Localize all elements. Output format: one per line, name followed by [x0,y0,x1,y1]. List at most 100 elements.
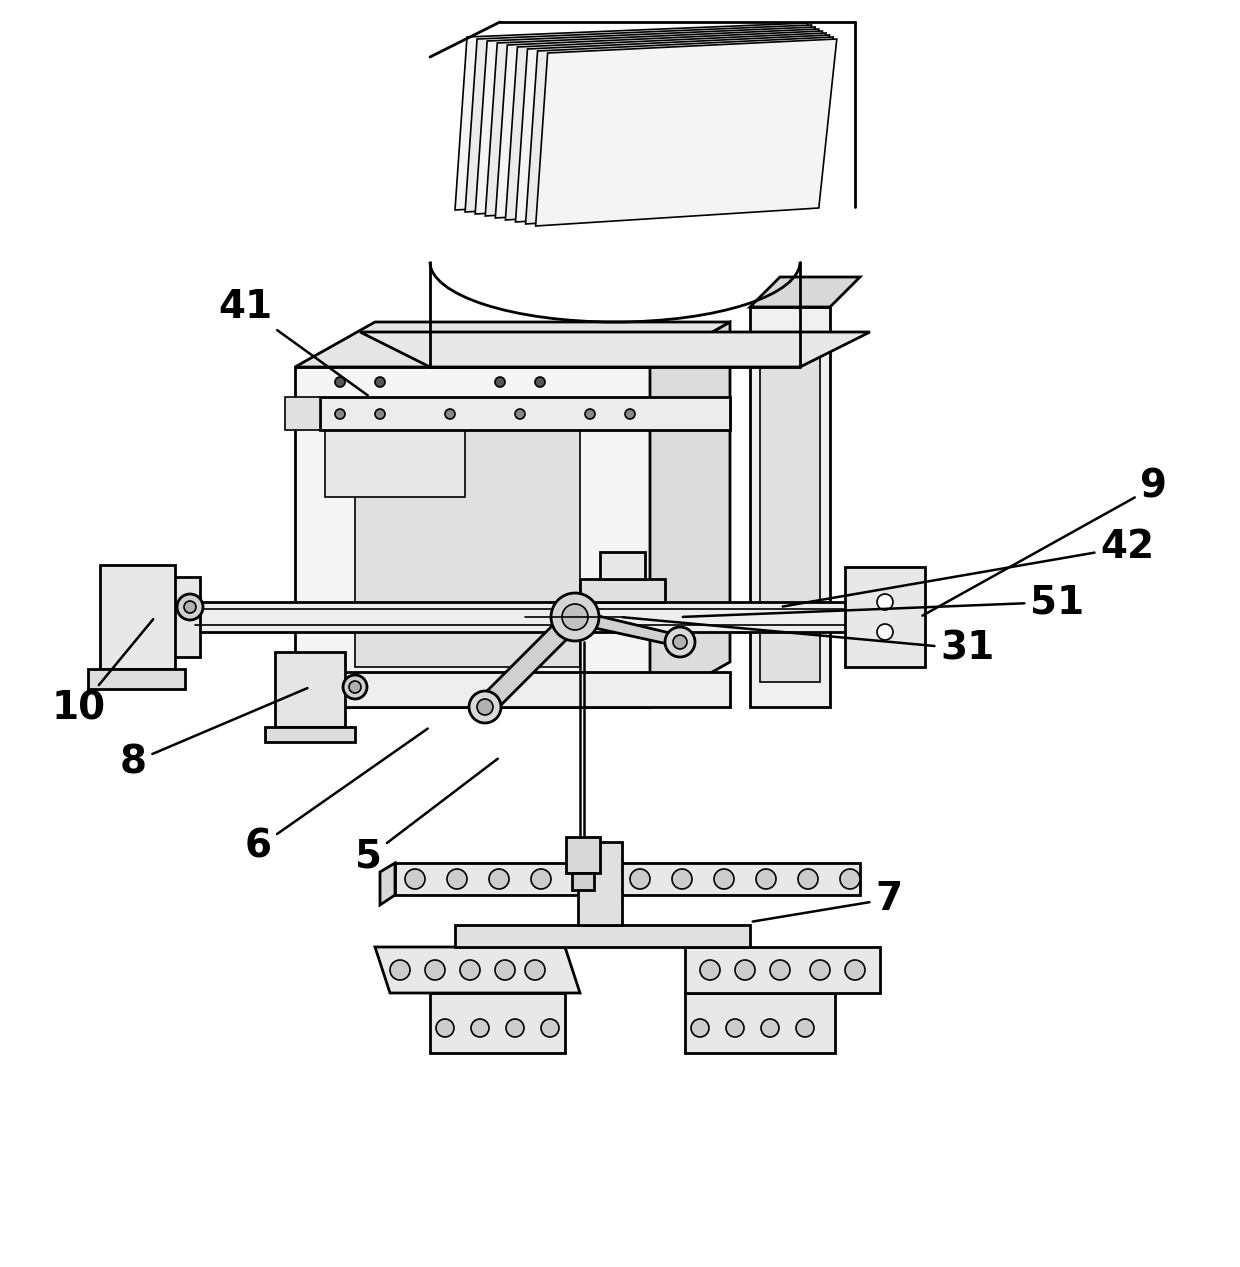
Circle shape [562,604,588,630]
Text: 42: 42 [782,528,1154,607]
Polygon shape [760,332,820,682]
Text: 6: 6 [246,729,428,867]
Polygon shape [110,658,170,677]
Circle shape [761,1019,779,1036]
Polygon shape [379,863,396,905]
Circle shape [810,960,830,979]
Circle shape [877,594,893,609]
Polygon shape [100,565,175,669]
Polygon shape [580,579,665,602]
Text: 9: 9 [923,468,1167,616]
Circle shape [531,869,551,889]
Circle shape [701,960,720,979]
Polygon shape [396,863,582,895]
Circle shape [446,869,467,889]
Circle shape [489,869,508,889]
Circle shape [495,378,505,386]
Polygon shape [355,417,580,666]
Circle shape [551,593,599,641]
Circle shape [348,680,361,693]
Polygon shape [485,29,818,215]
Circle shape [506,1019,525,1036]
Text: 41: 41 [218,288,368,395]
Circle shape [756,869,776,889]
Polygon shape [750,307,830,707]
Circle shape [436,1019,454,1036]
Circle shape [672,869,692,889]
Circle shape [541,1019,559,1036]
Circle shape [525,960,546,979]
Polygon shape [479,609,582,715]
Polygon shape [320,397,730,430]
Polygon shape [650,322,730,707]
Circle shape [495,960,515,979]
Circle shape [796,1019,813,1036]
Circle shape [460,960,480,979]
Polygon shape [285,397,320,430]
Text: 8: 8 [120,688,308,780]
Polygon shape [565,837,600,873]
Circle shape [877,625,893,640]
Circle shape [405,869,425,889]
Polygon shape [750,277,861,307]
Circle shape [534,378,546,386]
Polygon shape [465,25,812,212]
Circle shape [477,699,494,715]
Polygon shape [325,407,465,497]
Circle shape [425,960,445,979]
Polygon shape [684,946,880,993]
Polygon shape [618,863,861,895]
Circle shape [391,960,410,979]
Circle shape [374,409,384,419]
Circle shape [335,378,345,386]
Circle shape [799,869,818,889]
Text: 31: 31 [622,617,994,668]
Polygon shape [374,946,580,993]
Circle shape [445,409,455,419]
Circle shape [839,869,861,889]
Polygon shape [120,576,200,658]
Polygon shape [195,602,885,632]
Polygon shape [475,27,815,214]
Circle shape [844,960,866,979]
Polygon shape [526,37,833,224]
Circle shape [343,675,367,699]
Circle shape [673,635,687,649]
Polygon shape [88,669,185,689]
Circle shape [691,1019,709,1036]
Circle shape [725,1019,744,1036]
Polygon shape [295,367,650,707]
Circle shape [515,409,525,419]
Polygon shape [572,873,594,889]
Polygon shape [455,23,808,210]
Polygon shape [600,552,645,579]
Text: 51: 51 [683,583,1084,621]
Polygon shape [536,39,837,226]
Polygon shape [265,727,355,742]
Text: 5: 5 [355,759,497,875]
Circle shape [665,627,694,658]
Circle shape [735,960,755,979]
Polygon shape [295,672,730,707]
Circle shape [770,960,790,979]
Text: 10: 10 [52,620,154,729]
Polygon shape [430,993,565,1053]
Circle shape [625,409,635,419]
Circle shape [335,409,345,419]
Circle shape [184,601,196,613]
Circle shape [714,869,734,889]
Polygon shape [295,322,730,367]
Polygon shape [495,30,822,218]
Circle shape [374,378,384,386]
Text: 7: 7 [753,881,903,921]
Polygon shape [455,925,750,946]
Polygon shape [506,33,826,220]
Circle shape [630,869,650,889]
Polygon shape [360,332,870,367]
Circle shape [585,409,595,419]
Polygon shape [844,568,925,666]
Circle shape [177,594,203,620]
Circle shape [471,1019,489,1036]
Polygon shape [578,843,622,925]
Polygon shape [569,609,686,647]
